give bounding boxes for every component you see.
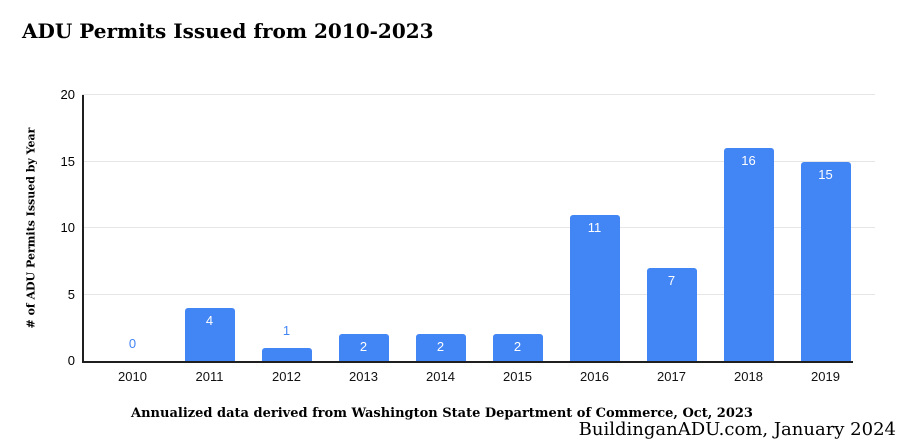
source-caption: Annualized data derived from Washington … — [131, 406, 753, 421]
x-tick-label-2012: 2012 — [272, 369, 301, 384]
bar-2018 — [723, 148, 774, 361]
bar-column-2016: 11 2016 — [556, 95, 633, 384]
bar-value-label-2018: 16 — [741, 153, 756, 169]
x-tick-label-2014: 2014 — [426, 369, 455, 384]
plot-area: 0 5 10 15 20 0 2010 4 2011 1 2012 2 2013 2 2014 2 2015 1… — [61, 88, 875, 384]
y-tick-label-20: 20 — [60, 87, 75, 102]
bar-2014 — [415, 334, 466, 361]
gridline-10 — [82, 227, 875, 228]
bar-value-label-2019: 15 — [818, 166, 833, 182]
bar-value-label-2013: 2 — [359, 339, 368, 355]
x-tick-label-2013: 2013 — [349, 369, 378, 384]
y-tick-label-15: 15 — [60, 153, 75, 169]
x-tick-label-2018: 2018 — [734, 369, 763, 384]
x-tick-label-2019: 2019 — [811, 369, 840, 384]
x-tick-label-2016: 2016 — [580, 369, 609, 384]
bar-value-label-2014: 2 — [436, 339, 445, 355]
bar-column-2011: 4 2011 — [171, 95, 248, 384]
bar-2011 — [184, 307, 235, 361]
chart-title: ADU Permits Issued from 2010-2023 — [22, 19, 434, 43]
y-tick-label-0: 0 — [67, 353, 75, 368]
bar-2012 — [261, 347, 312, 361]
bar-value-label-2017: 7 — [667, 272, 676, 288]
bar-2019 — [800, 161, 851, 361]
gridline-20 — [82, 94, 875, 95]
bar-column-2012: 1 2012 — [248, 95, 325, 384]
y-axis-line — [82, 95, 84, 363]
bars: 0 2010 4 2011 1 2012 2 2013 2 2014 2 2015 11 2016 7 201… — [94, 95, 864, 384]
bar-value-label-2015: 2 — [513, 339, 522, 355]
bar-value-label-2011: 4 — [205, 312, 214, 328]
x-tick-label-2017: 2017 — [657, 369, 686, 384]
x-tick-label-2015: 2015 — [503, 369, 532, 384]
bar-column-2014: 2 2014 — [402, 95, 479, 384]
y-axis-title: # of ADU Permits Issued by Year — [24, 127, 38, 329]
bar-value-label-2010: 0 — [128, 336, 137, 351]
bar-column-2010: 0 2010 — [94, 95, 171, 384]
bar-column-2017: 7 2017 — [633, 95, 710, 384]
bar-2016 — [569, 214, 620, 361]
credit-line: BuildinganADU.com, January 2024 — [578, 419, 896, 440]
bar-2013 — [338, 334, 389, 361]
gridline-5 — [82, 293, 875, 295]
bar-value-label-2012: 1 — [282, 322, 291, 338]
bar-2017 — [646, 267, 697, 361]
y-tick-label-5: 5 — [67, 286, 75, 302]
bar-column-2019: 15 2019 — [787, 95, 864, 384]
y-tick-label-10: 10 — [60, 220, 75, 235]
bar-column-2018: 16 2018 — [710, 95, 787, 384]
bar-column-2013: 2 2013 — [325, 95, 402, 384]
x-tick-label-2010: 2010 — [118, 369, 147, 384]
bar-value-label-2016: 11 — [587, 219, 602, 235]
gridline-15 — [82, 160, 875, 162]
bar-2015 — [492, 334, 543, 361]
x-tick-label-2011: 2011 — [195, 369, 224, 384]
x-axis-line — [82, 361, 853, 363]
bar-column-2015: 2 2015 — [479, 95, 556, 384]
